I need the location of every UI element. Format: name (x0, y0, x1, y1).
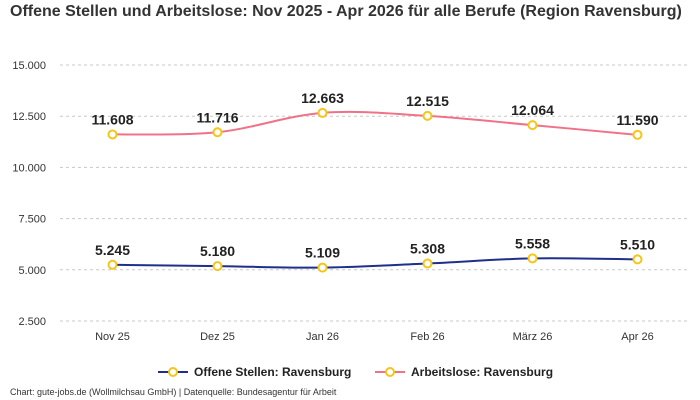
data-point (422, 110, 433, 121)
y-tick-label: 10.000 (12, 162, 46, 174)
data-point (527, 120, 538, 131)
data-label: 12.064 (511, 102, 554, 118)
x-tick-label: Apr 26 (621, 331, 653, 343)
data-label: 5.109 (305, 245, 340, 261)
data-label: 11.716 (196, 109, 238, 125)
series-line-2 (112, 110, 638, 136)
y-tick-label: 2.500 (18, 316, 46, 328)
data-label: 5.510 (620, 236, 655, 252)
data-point (317, 107, 328, 118)
grid-lines (60, 64, 690, 322)
data-label: 5.558 (515, 235, 550, 251)
legend-marker (385, 367, 395, 377)
y-tick-label: 7.500 (18, 214, 46, 226)
data-point (212, 127, 223, 138)
legend-marker (168, 367, 178, 377)
legend-label: Arbeitslose: Ravensburg (411, 365, 553, 379)
data-point (527, 253, 538, 264)
x-tick-label: März 26 (513, 331, 553, 343)
y-axis: 2.500 5.000 7.500 10.000 12.500 15.000 (12, 60, 46, 328)
data-point (632, 129, 643, 140)
data-point (632, 254, 643, 265)
data-label: 5.180 (200, 243, 235, 259)
chart-title: Offene Stellen und Arbeitslose: Nov 2025… (10, 3, 682, 20)
legend-label: Offene Stellen: Ravensburg (194, 365, 351, 379)
x-tick-label: Feb 26 (410, 331, 444, 343)
y-tick-label: 5.000 (18, 265, 46, 277)
data-label: 11.590 (616, 112, 658, 128)
data-label: 11.608 (91, 111, 133, 127)
data-point (212, 261, 223, 272)
data-point (107, 259, 118, 270)
series-group (107, 107, 643, 273)
legend[interactable]: Offene Stellen: Ravensburg Arbeitslose: R… (158, 365, 553, 379)
data-point (422, 258, 433, 269)
data-label: 5.245 (95, 242, 130, 258)
data-labels: 5.245 5.180 5.109 5.308 5.558 5.510 11.608 11.7… (91, 90, 658, 261)
data-label: 5.308 (410, 240, 445, 256)
data-label: 12.663 (301, 90, 344, 106)
x-axis: Nov 25 Dez 25 Jan 26 Feb 26 März 26 Apr 26 (95, 331, 654, 343)
x-tick-label: Jan 26 (306, 331, 339, 343)
data-point (107, 129, 118, 140)
x-tick-label: Nov 25 (95, 331, 130, 343)
x-tick-label: Dez 25 (200, 331, 235, 343)
series-line-1 (112, 257, 638, 269)
chart-credits: Chart: gute-jobs.de (Wollmilchsau GmbH) … (10, 387, 337, 397)
y-tick-label: 15.000 (12, 60, 46, 72)
data-point (317, 262, 328, 273)
y-tick-label: 12.500 (12, 111, 46, 123)
data-label: 12.515 (406, 93, 449, 109)
